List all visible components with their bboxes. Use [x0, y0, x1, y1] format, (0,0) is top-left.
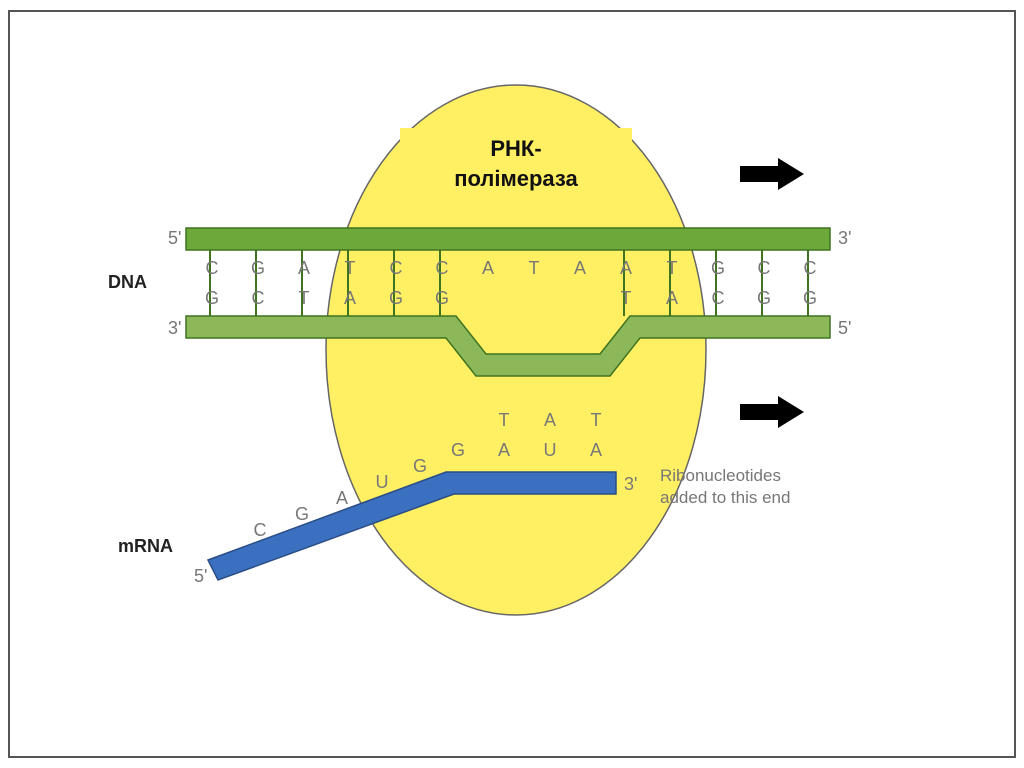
mrna-strand	[0, 0, 1024, 768]
mrna-up-n7: T	[492, 410, 516, 431]
mrna-3prime: 3'	[624, 474, 637, 495]
ribonucleotides-note-line1: Ribonucleotides	[660, 466, 781, 486]
mrna-n4: G	[408, 456, 432, 477]
mrna-n1: G	[290, 504, 314, 525]
mrna-up-n8: A	[538, 410, 562, 431]
mrna-n3: U	[370, 472, 394, 493]
mrna-5prime: 5'	[194, 566, 207, 587]
mrna-n8: A	[584, 440, 608, 461]
mrna-up-n9: T	[584, 410, 608, 431]
mrna-n2: A	[330, 488, 354, 509]
mrna-n7: U	[538, 440, 562, 461]
mrna-n5: G	[446, 440, 470, 461]
ribonucleotides-note-line2: added to this end	[660, 488, 790, 508]
diagram-stage: РНК- полімераза DNA 5' 3' C G A T C C A …	[0, 0, 1024, 768]
mrna-n0: C	[248, 520, 272, 541]
mrna-n6: A	[492, 440, 516, 461]
